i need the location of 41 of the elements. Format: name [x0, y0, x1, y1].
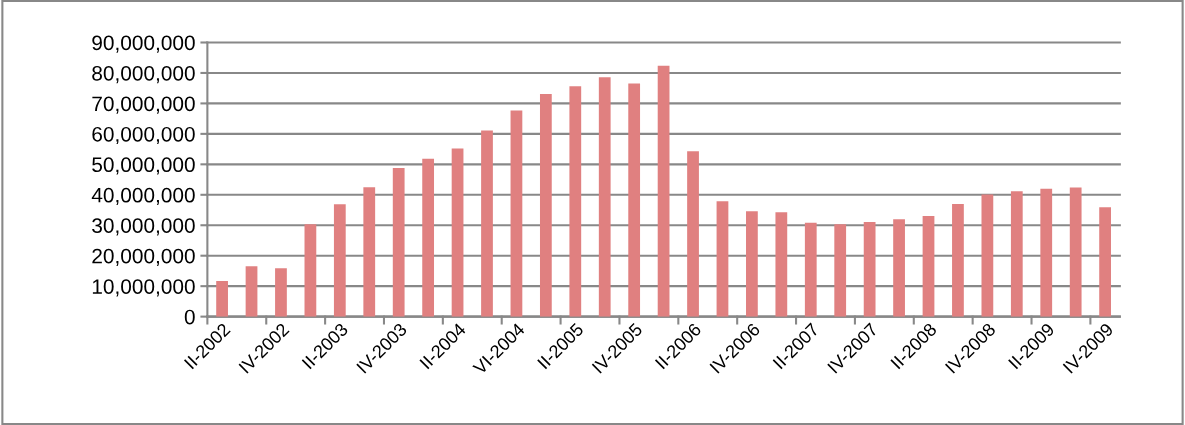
bar [392, 167, 405, 317]
bar [746, 211, 758, 317]
bar [775, 212, 788, 317]
y-tick-label: 70,000,000 [92, 96, 195, 114]
bar [1099, 207, 1111, 317]
bar [598, 77, 611, 317]
bar [275, 268, 287, 317]
bar [863, 221, 876, 317]
bar [804, 222, 817, 317]
bar [893, 219, 905, 317]
bar [304, 224, 317, 317]
bar [451, 148, 464, 317]
bar [687, 151, 699, 317]
bar [510, 110, 523, 317]
bar [333, 204, 346, 317]
bar [922, 216, 935, 317]
bar [245, 266, 258, 317]
bar [952, 203, 964, 317]
bar [569, 86, 582, 317]
y-tick-label: 50,000,000 [92, 157, 195, 175]
bar [363, 187, 376, 317]
y-tick-label: 10,000,000 [92, 279, 195, 297]
bar [481, 130, 493, 317]
y-tick-label: 0 [184, 309, 195, 325]
bar [981, 194, 994, 317]
bar [834, 224, 847, 317]
bar [216, 280, 228, 317]
y-tick-label: 40,000,000 [91, 187, 195, 206]
bar [716, 201, 729, 317]
bar [422, 158, 435, 317]
bar [1069, 187, 1082, 317]
y-tick-label: 20,000,000 [92, 248, 195, 266]
bar [1010, 191, 1023, 317]
bar [539, 93, 552, 317]
bar [628, 83, 641, 317]
y-tick-label: 80,000,000 [92, 65, 195, 84]
bar [657, 65, 670, 317]
y-tick-label: 30,000,000 [92, 218, 195, 236]
bar [1040, 188, 1053, 317]
y-tick-label: 60,000,000 [92, 126, 195, 145]
y-tick-label: 90,000,000 [92, 35, 195, 53]
